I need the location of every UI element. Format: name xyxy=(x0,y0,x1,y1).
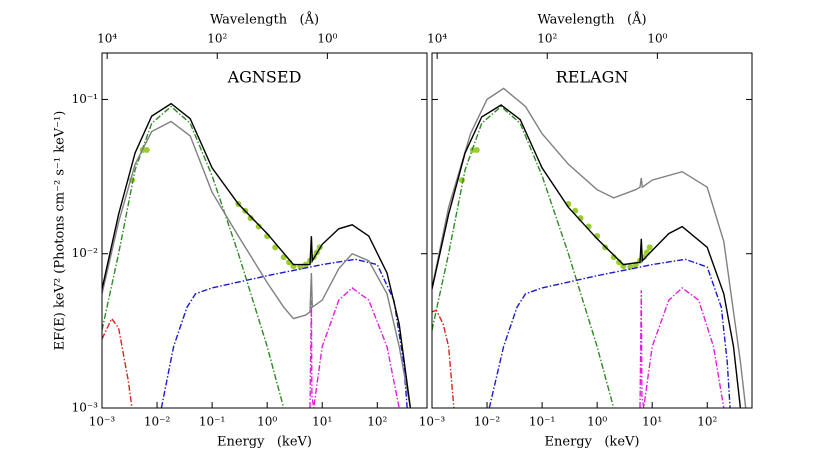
data-point xyxy=(627,264,634,271)
x2-tick-label: 10² xyxy=(207,32,227,46)
x2-tick-label: 10⁰ xyxy=(317,32,337,46)
y-axis-label: EF(E) keV² (Photons cm⁻² s⁻¹ keV⁻¹) xyxy=(53,111,68,351)
curve xyxy=(432,87,747,408)
x-tick-label: 10⁻² xyxy=(144,415,171,429)
curve xyxy=(102,317,133,408)
data-point xyxy=(473,147,480,154)
curve xyxy=(432,105,615,408)
data-point xyxy=(297,264,304,271)
x-tick-label: 10⁻³ xyxy=(419,415,446,429)
curve xyxy=(160,258,408,408)
plot-frame xyxy=(431,52,753,409)
x2-axis-label: Wavelength (Å) xyxy=(210,12,319,28)
plot-frame xyxy=(101,52,428,409)
panel-title: AGNSED xyxy=(227,68,302,87)
curve xyxy=(102,120,412,408)
y-tick-label: 10⁻² xyxy=(72,246,99,260)
x-tick-label: 10⁻³ xyxy=(89,415,116,429)
x2-tick-label: 10² xyxy=(537,32,557,46)
data-point xyxy=(646,244,653,251)
y-tick-label: 10⁻³ xyxy=(72,401,99,415)
curve xyxy=(102,102,412,408)
x-tick-label: 10¹ xyxy=(312,415,332,429)
curve xyxy=(432,104,742,408)
x-axis-label: Energy (keV) xyxy=(545,435,640,450)
y-tick-label: 10⁻¹ xyxy=(72,92,98,106)
x-tick-label: 10² xyxy=(367,415,387,429)
x2-tick-label: 10⁴ xyxy=(97,32,117,46)
x2-tick-label: 10⁰ xyxy=(647,32,667,46)
x-axis-label: Energy (keV) xyxy=(217,435,312,450)
data-point xyxy=(247,215,254,222)
x2-tick-label: 10⁴ xyxy=(427,32,447,46)
curve xyxy=(488,258,731,408)
x2-axis-label: Wavelength (Å) xyxy=(537,12,646,28)
x-tick-label: 10⁰ xyxy=(587,415,607,429)
curve xyxy=(432,309,455,408)
curve xyxy=(639,286,725,408)
x-tick-label: 10⁰ xyxy=(257,415,277,429)
curve xyxy=(102,105,285,408)
x-tick-label: 10² xyxy=(697,415,717,429)
x-tick-label: 10⁻¹ xyxy=(529,415,555,429)
x-tick-label: 10⁻² xyxy=(474,415,501,429)
data-point xyxy=(616,259,623,266)
data-point xyxy=(255,223,262,230)
x-tick-label: 10⁻¹ xyxy=(199,415,225,429)
x-tick-label: 10¹ xyxy=(642,415,662,429)
panel-title: RELAGN xyxy=(556,68,629,87)
curve xyxy=(309,286,400,408)
data-point xyxy=(143,147,150,154)
